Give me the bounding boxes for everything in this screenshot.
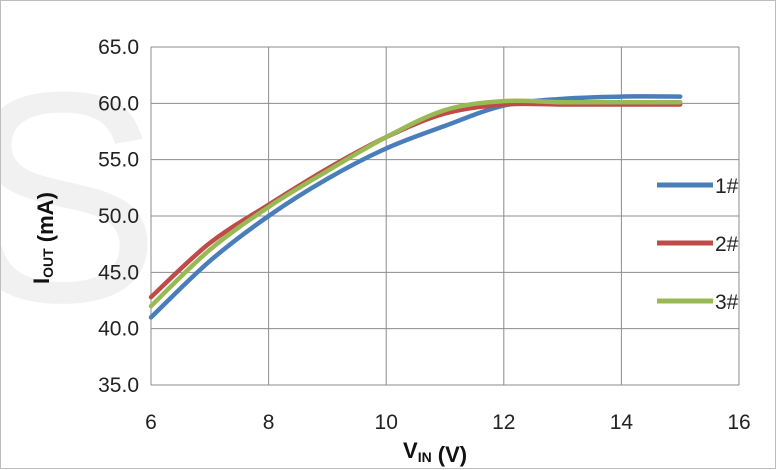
x-tick-label: 14 [610, 411, 634, 434]
series-line-2 [151, 104, 680, 297]
series-line-1 [151, 96, 680, 317]
y-tick-label: 55.0 [98, 149, 139, 172]
series-line-3 [151, 101, 680, 306]
x-axis-title: VIN (V) [403, 438, 467, 467]
y-tick-label: 60.0 [98, 92, 139, 115]
x-tick-label: 10 [375, 411, 398, 434]
x-tick-label: 12 [492, 411, 515, 434]
x-tick-labels: 6 8 10 12 14 16 [145, 411, 751, 434]
y-tick-label: 45.0 [98, 261, 139, 284]
y-tick-label: 65.0 [98, 36, 139, 59]
legend-label: 1# [715, 175, 739, 198]
y-tick-label: 40.0 [98, 318, 139, 341]
series-lines [151, 96, 680, 317]
y-tick-label: 50.0 [98, 205, 139, 228]
legend-label: 2# [715, 233, 739, 256]
watermark: S [1, 29, 161, 365]
x-tick-label: 6 [145, 411, 157, 434]
x-tick-label: 8 [263, 411, 275, 434]
y-tick-label: 35.0 [98, 374, 139, 397]
legend-label: 3# [715, 291, 739, 314]
legend: 1# 2# 3# [657, 175, 739, 314]
x-tick-label: 16 [727, 411, 750, 434]
